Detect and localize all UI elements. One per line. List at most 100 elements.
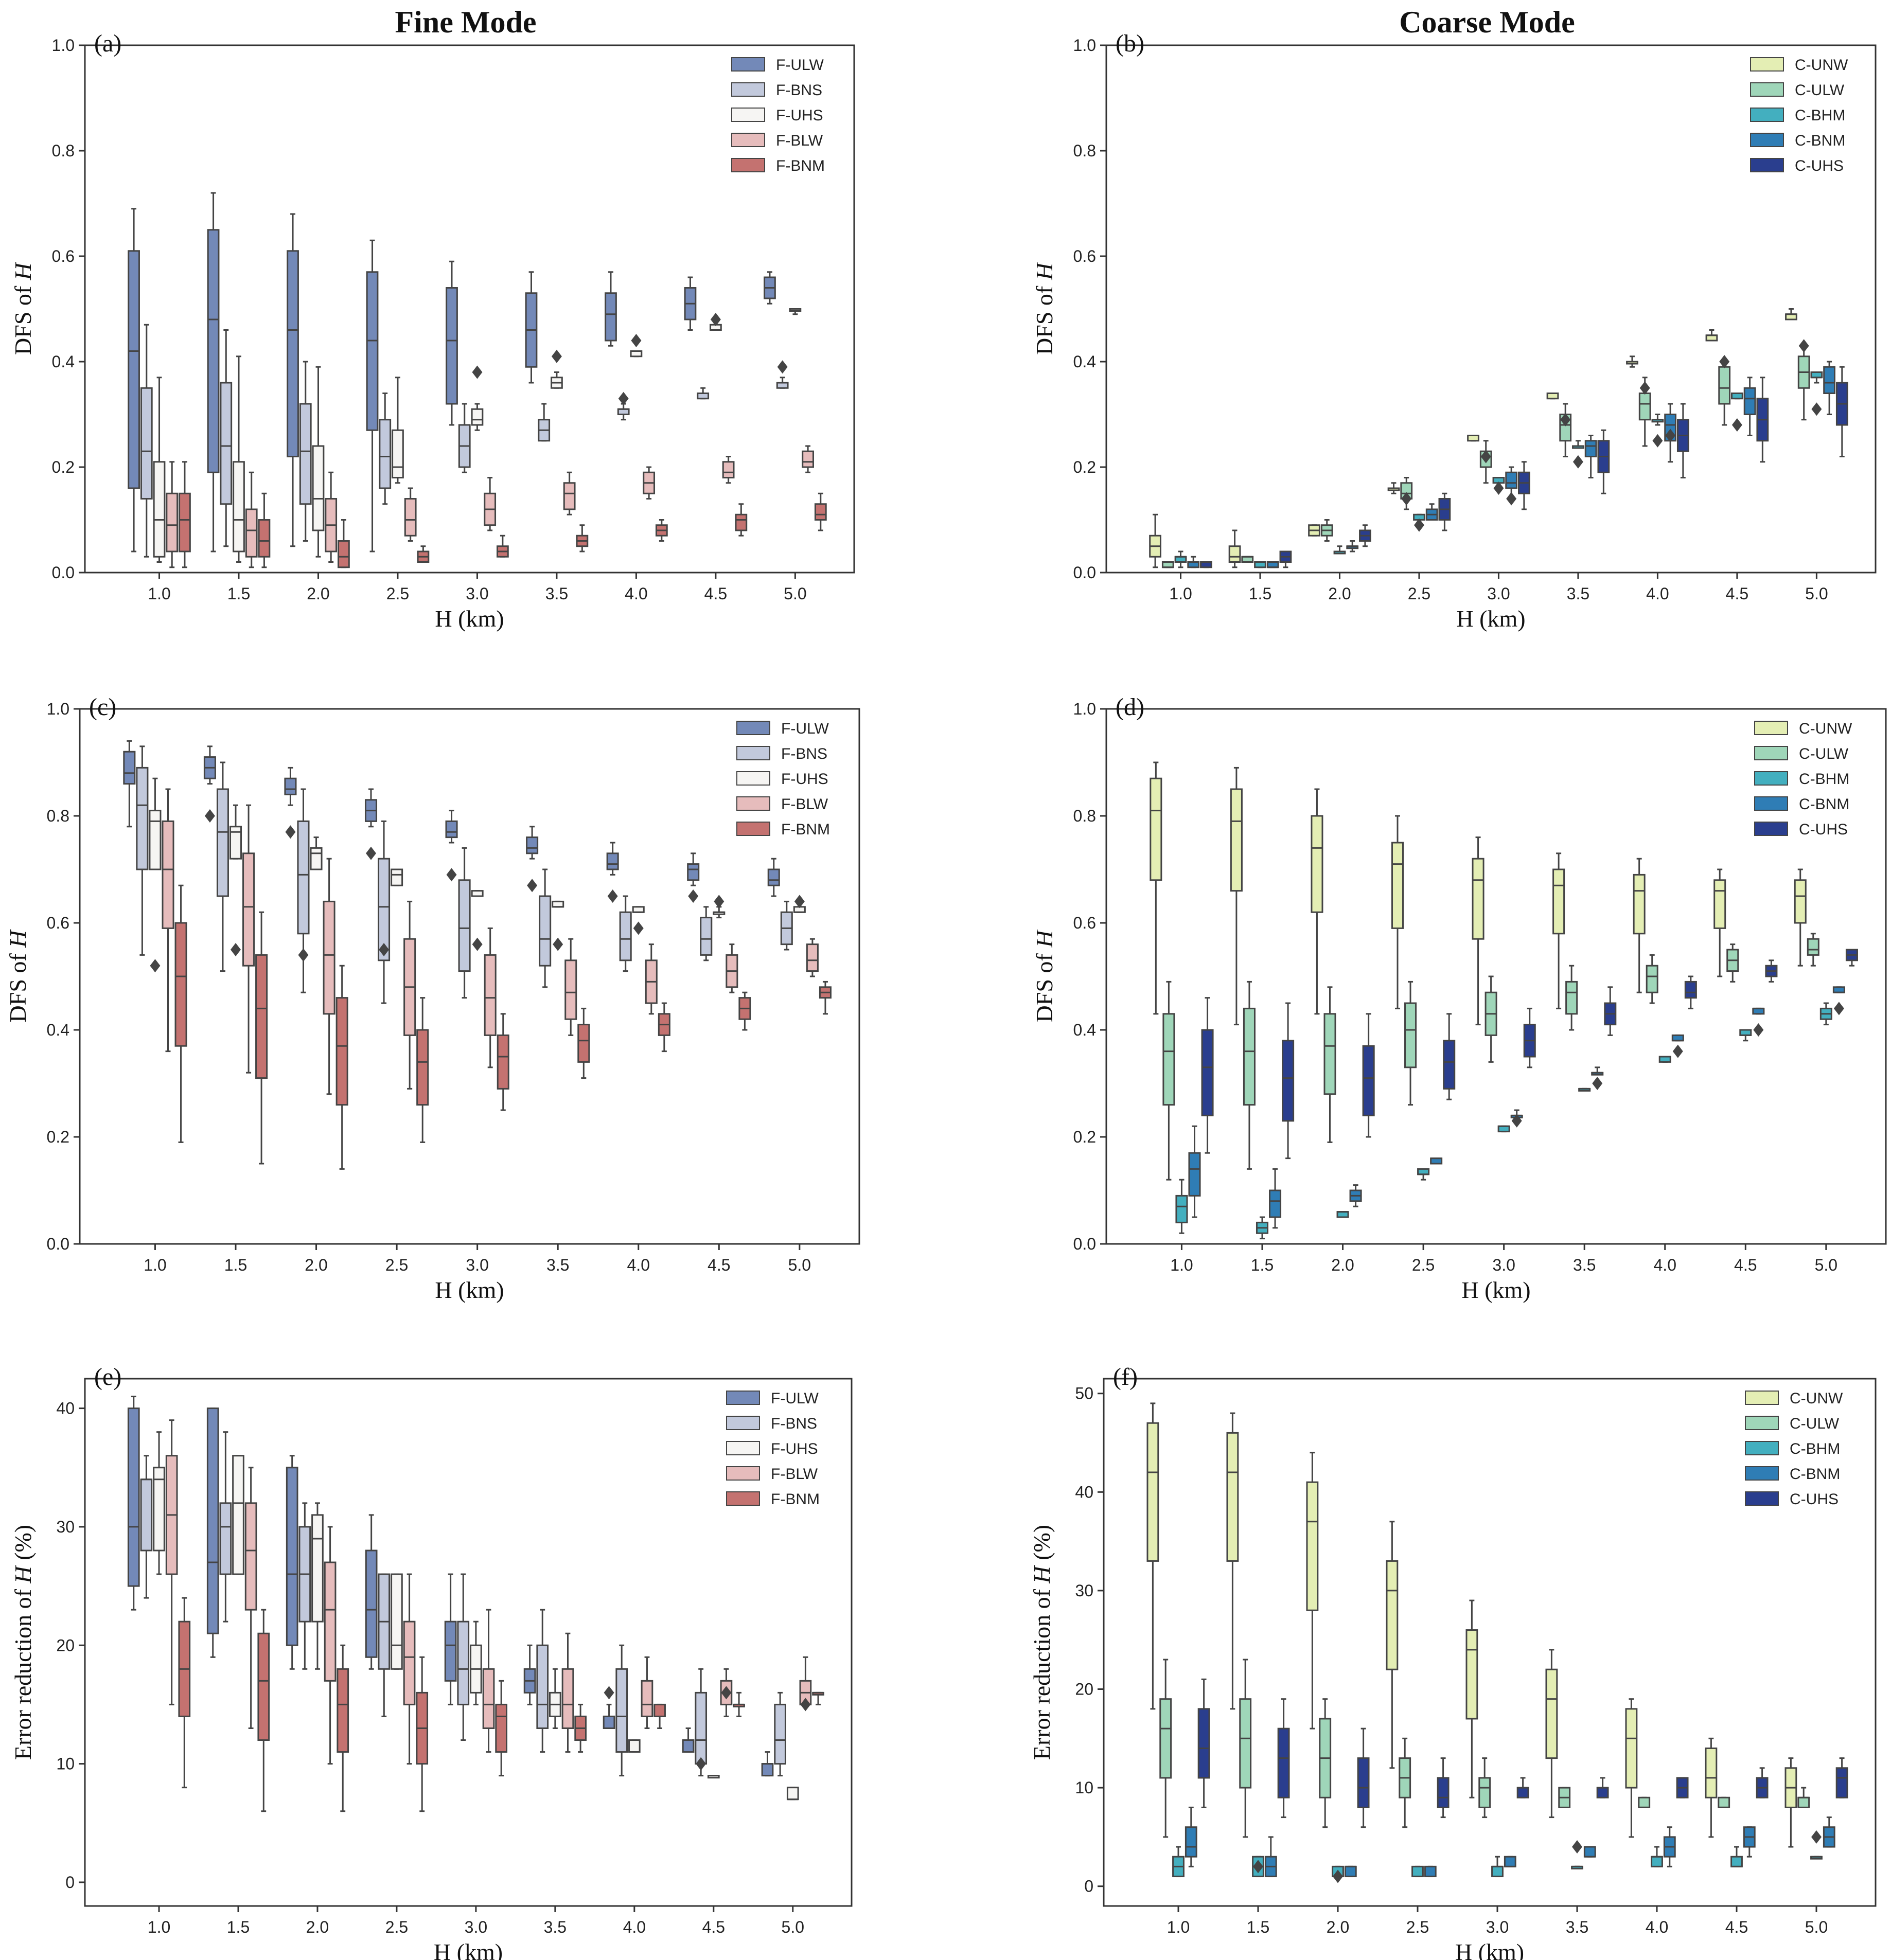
x-tick-label: 1.5 [224, 1256, 247, 1274]
y-tick-label: 0.6 [47, 914, 69, 932]
x-tick-label: 5.0 [1805, 1918, 1828, 1936]
y-axis-title: DFS of H [1031, 261, 1057, 355]
box-body [1269, 1189, 1282, 1218]
x-tick-label: 5.0 [782, 1918, 804, 1936]
x-tick-label: 2.0 [1331, 1256, 1354, 1274]
box-outlier [1572, 1840, 1582, 1854]
box-outlier [604, 1686, 614, 1700]
legend-label: F-BNS [781, 745, 827, 762]
box-body [1161, 561, 1174, 568]
box-body [1162, 1013, 1175, 1106]
box-body [378, 858, 391, 961]
box-body [1239, 1698, 1252, 1789]
x-tick-label: 3.5 [1573, 1256, 1596, 1274]
legend-label: C-ULW [1799, 745, 1849, 762]
series-C-UNW [1146, 1402, 1797, 1848]
legend-swatch [1745, 1391, 1779, 1405]
box-body [123, 751, 136, 785]
legend-label: C-ULW [1795, 82, 1845, 99]
legend-swatch [731, 108, 765, 122]
panel-label: (a) [94, 30, 121, 57]
box-outlier [1493, 482, 1504, 495]
legend-label: F-BLW [771, 1466, 818, 1483]
legend-swatch [731, 158, 765, 172]
y-tick-label: 30 [1075, 1581, 1093, 1600]
x-tick-label: 2.0 [1327, 1918, 1349, 1936]
box-body [539, 895, 552, 967]
box-body [128, 250, 140, 489]
series-F-BLW [165, 1419, 812, 1765]
box-body [1785, 313, 1797, 320]
box-body [687, 863, 700, 881]
box-body [1794, 879, 1807, 924]
y-axis-title: DFS of H [1031, 929, 1057, 1023]
series-C-BHM [1175, 1002, 1832, 1240]
box-outlier [1652, 434, 1663, 448]
y-tick-label: 0.0 [52, 563, 75, 582]
box-body [324, 1561, 337, 1682]
box-body [365, 1549, 378, 1658]
box-body [337, 1668, 349, 1753]
legend-swatch [1754, 746, 1788, 760]
box-body [1478, 1777, 1491, 1808]
box-body [444, 1620, 457, 1682]
box-outlier [472, 365, 483, 379]
legend: F-ULW F-BNS F-UHS F-BLW F-BNM [736, 720, 830, 838]
box-body [311, 1514, 324, 1623]
x-tick-label: 3.0 [1487, 584, 1510, 603]
y-tick-label: 0.8 [1073, 807, 1096, 825]
box-body [605, 292, 617, 342]
y-tick-label: 30 [56, 1518, 75, 1536]
box-body [206, 1407, 219, 1634]
box-body [1323, 1013, 1336, 1095]
panel-label: (d) [1116, 693, 1144, 721]
box-body [207, 229, 220, 473]
legend-label: F-BNS [776, 82, 822, 99]
box-body [1417, 1168, 1430, 1175]
legend-label: F-BNM [776, 157, 825, 174]
box-body [1175, 1195, 1188, 1223]
legend: C-UNW C-ULW C-BHM C-BNM C-UHS [1754, 720, 1852, 838]
y-tick-label: 0.6 [1073, 914, 1096, 932]
legend-label: F-ULW [781, 720, 829, 737]
legend-label: F-UHS [781, 771, 828, 788]
box-body [162, 820, 174, 929]
box-body [615, 1668, 628, 1753]
legend-swatch [1745, 1466, 1779, 1481]
box-body [457, 1620, 470, 1705]
box-body [641, 1680, 653, 1717]
x-tick-label: 1.5 [1251, 1256, 1274, 1274]
box-body [722, 461, 735, 478]
box-body [1504, 1856, 1516, 1867]
box-body [695, 1691, 708, 1765]
box-body [1386, 1560, 1399, 1670]
box-outlier [688, 889, 699, 903]
box-outlier [696, 1757, 706, 1771]
box-body [1646, 965, 1658, 993]
box-body [179, 492, 191, 553]
series-C-ULW [1162, 933, 1819, 1181]
panels-group: 0.0 0.2 0.4 0.6 0.8 1.0 1.0 1.5 2.0 2.5 3.0 3.5 4.0 4… [5, 30, 1887, 1960]
panel-a: 0.0 0.2 0.4 0.6 0.8 1.0 1.0 1.5 2.0 2.5 3.0 3.5 4.0 4… [10, 30, 855, 632]
box-body [153, 461, 166, 558]
axes-frame [84, 44, 855, 574]
legend-swatch [1750, 133, 1784, 147]
box-body [563, 482, 576, 510]
series-C-ULW [1159, 1659, 1810, 1838]
box-body [1362, 1045, 1375, 1116]
box-body [166, 492, 179, 553]
fine-mode-title: Fine Mode [395, 5, 537, 39]
y-tick-label: 1.0 [52, 36, 75, 55]
box-body [229, 826, 242, 860]
box-outlier [721, 1686, 732, 1700]
x-tick-label: 4.0 [625, 584, 647, 603]
box-outlier [527, 879, 538, 893]
x-tick-label: 5.0 [1805, 584, 1828, 603]
box-body [220, 382, 233, 505]
box-outlier [794, 895, 805, 908]
y-tick-label: 50 [1075, 1384, 1093, 1403]
box-body [806, 943, 819, 972]
box-body [1404, 1002, 1417, 1068]
legend-label: C-BHM [1795, 107, 1845, 124]
series-C-UHS [1201, 949, 1858, 1160]
